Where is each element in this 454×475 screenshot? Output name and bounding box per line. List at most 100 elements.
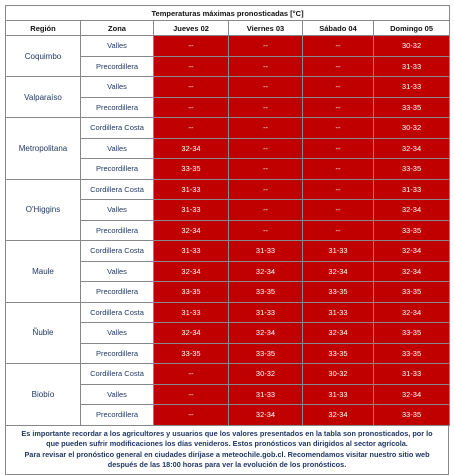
forecast-cell: 30-32 <box>228 363 303 385</box>
forecast-cell: -- <box>302 178 374 200</box>
region-cell: Ñuble <box>5 301 81 364</box>
forecast-cell: 31-33 <box>228 240 303 262</box>
table-row: Valles -- 31-33 31-33 32-34 <box>6 383 451 405</box>
zone-cell: Precordillera <box>80 96 154 118</box>
zone-cell: Cordillera Costa <box>80 301 154 323</box>
forecast-cell: -- <box>228 55 303 77</box>
zone-cell: Valles <box>80 260 154 282</box>
table-title: Temperaturas máximas pronosticadas [°C] <box>4 5 451 21</box>
forecast-cell: 32-34 <box>228 260 303 282</box>
table-row: Coquimbo Valles -- -- -- 30-32 <box>5 35 451 77</box>
forecast-cell: 32-34 <box>372 260 451 282</box>
column-header: Viernes 03 <box>228 20 303 36</box>
forecast-cell: 31-33 <box>153 199 229 221</box>
forecast-cell: 33-35 <box>372 96 451 118</box>
forecast-cell: 32-34 <box>153 322 229 344</box>
note-line: Es importante recordar a los agricultore… <box>21 428 433 438</box>
forecast-cell: -- <box>153 363 229 385</box>
forecast-cell: -- <box>228 76 303 98</box>
forecast-cell: -- <box>153 383 229 405</box>
forecast-cell: 32-34 <box>372 240 451 262</box>
table-row: Valles 32-34 -- -- 32-34 <box>6 137 451 159</box>
forecast-cell: 31-33 <box>302 240 374 262</box>
zone-cell: Valles <box>80 199 154 221</box>
zone-cell: Precordillera <box>80 281 154 303</box>
forecast-cell: -- <box>228 178 303 200</box>
forecast-cell: 32-34 <box>302 322 374 344</box>
forecast-cell: 31-33 <box>153 178 229 200</box>
forecast-cell: -- <box>302 117 374 139</box>
zone-cell: Cordillera Costa <box>80 117 154 139</box>
forecast-cell: 32-34 <box>372 137 451 159</box>
forecast-cell: 33-35 <box>372 219 451 241</box>
zone-cell: Precordillera <box>80 342 154 364</box>
forecast-cell: 31-33 <box>372 55 451 77</box>
page: Temperaturas máximas pronosticadas [°C] … <box>4 5 451 475</box>
forecast-cell: 32-34 <box>228 404 303 426</box>
forecast-cell: 31-33 <box>153 240 229 262</box>
forecast-cell: 32-34 <box>153 137 229 159</box>
zone-cell: Valles <box>80 322 154 344</box>
forecast-cell: -- <box>228 96 303 118</box>
forecast-cell: 33-35 <box>372 322 451 344</box>
forecast-cell: -- <box>153 35 229 57</box>
region-cell: Metropolitana <box>5 117 81 180</box>
forecast-cell: -- <box>302 137 374 159</box>
header-row: Región Zona Jueves 02 Viernes 03 Sábado 04 Do… <box>5 20 451 36</box>
forecast-cell: -- <box>302 199 374 221</box>
column-header: Domingo 05 <box>372 20 451 36</box>
forecast-cell: 33-35 <box>153 281 229 303</box>
forecast-cell: 33-35 <box>228 342 303 364</box>
forecast-cell: -- <box>228 219 303 241</box>
forecast-cell: 33-35 <box>372 158 451 180</box>
forecast-cell: 33-35 <box>153 158 229 180</box>
table-row: Precordillera -- -- -- 31-33 <box>6 55 451 77</box>
table-row: Valparaíso Valles -- -- -- 31-33 <box>5 76 451 118</box>
forecast-cell: 33-35 <box>153 342 229 364</box>
forecast-cell: -- <box>302 76 374 98</box>
forecast-cell: 31-33 <box>372 76 451 98</box>
zone-cell: Precordillera <box>80 404 154 426</box>
forecast-cell: 31-33 <box>302 301 374 323</box>
note-line: Para revisar el pronóstico general en ci… <box>24 449 430 459</box>
table-row: Precordillera -- -- -- 33-35 <box>6 96 451 118</box>
forecast-cell: 31-33 <box>153 301 229 323</box>
region-cell: Valparaíso <box>5 76 81 118</box>
zone-cell: Cordillera Costa <box>80 363 154 385</box>
column-header: Jueves 02 <box>153 20 229 36</box>
zone-cell: Cordillera Costa <box>80 178 154 200</box>
forecast-cell: -- <box>153 117 229 139</box>
zone-cell: Precordillera <box>80 55 154 77</box>
table-row: Precordillera 32-34 -- -- 33-35 <box>6 219 451 241</box>
region-cell: O'Higgins <box>5 178 81 241</box>
zone-cell: Valles <box>80 35 154 57</box>
zone-cell: Valles <box>80 76 154 98</box>
note: Es importante recordar a los agricultore… <box>5 425 449 475</box>
zone-cell: Precordillera <box>80 219 154 241</box>
forecast-cell: 32-34 <box>302 260 374 282</box>
column-header: Zona <box>80 20 154 36</box>
forecast-cell: -- <box>153 76 229 98</box>
forecast-cell: 32-34 <box>228 322 303 344</box>
forecast-cell: 31-33 <box>228 301 303 323</box>
table-row: Biobío Cordillera Costa -- 30-32 30-32 31-33 <box>5 363 451 426</box>
forecast-cell: 31-33 <box>372 363 451 385</box>
table-row: Precordillera 33-35 33-35 33-35 33-35 <box>6 281 451 303</box>
zone-cell: Cordillera Costa <box>80 240 154 262</box>
table-row: Ñuble Cordillera Costa 31-33 31-33 31-33 32-3… <box>5 301 451 364</box>
forecast-cell: -- <box>302 35 374 57</box>
zone-cell: Precordillera <box>80 158 154 180</box>
table-row: O'Higgins Cordillera Costa 31-33 -- -- 31-33 <box>5 178 451 241</box>
forecast-cell: 30-32 <box>372 117 451 139</box>
forecast-cell: 32-34 <box>153 260 229 282</box>
forecast-cell: -- <box>302 96 374 118</box>
forecast-cell: -- <box>153 55 229 77</box>
forecast-cell: -- <box>228 158 303 180</box>
table-row: Metropolitana Cordillera Costa -- -- -- 30-32 <box>5 117 451 180</box>
forecast-cell: 32-34 <box>372 383 451 405</box>
forecast-cell: 33-35 <box>372 404 451 426</box>
table-row: Precordillera 33-35 -- -- 33-35 <box>6 158 451 180</box>
forecast-cell: 33-35 <box>228 281 303 303</box>
forecast-cell: 33-35 <box>372 342 451 364</box>
forecast-cell: -- <box>302 158 374 180</box>
